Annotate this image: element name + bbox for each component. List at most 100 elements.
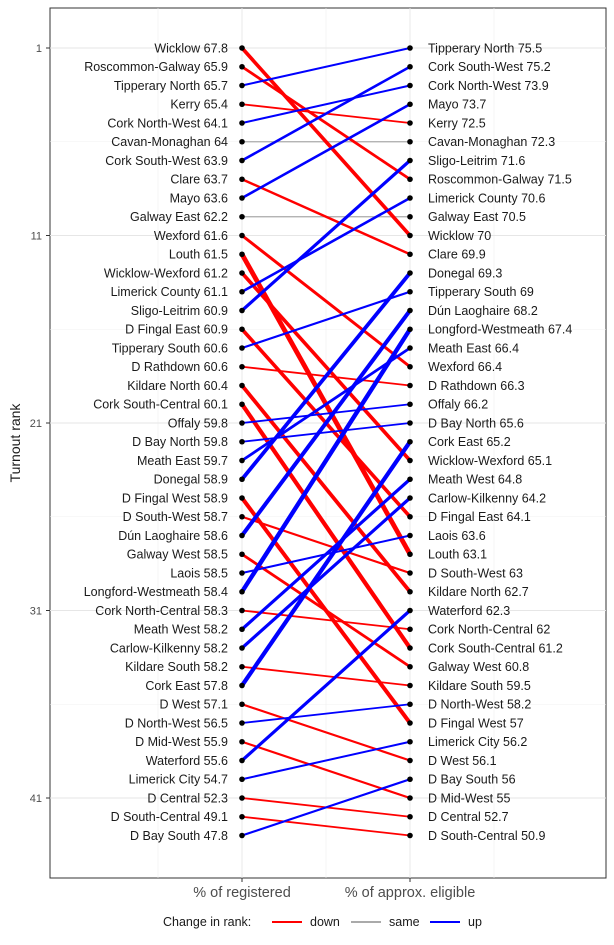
label-right: Limerick City 56.2 <box>428 735 527 749</box>
label-left: Limerick County 61.1 <box>111 285 228 299</box>
y-tick-label: 31 <box>30 606 42 618</box>
label-right: Meath East 66.4 <box>428 341 519 355</box>
label-left: Cork South-West 63.9 <box>105 154 228 168</box>
point-left <box>239 813 245 820</box>
label-right: Offaly 66.2 <box>428 398 488 412</box>
label-left: Clare 63.7 <box>170 173 228 187</box>
point-right <box>407 701 413 708</box>
label-left: D North-West 56.5 <box>125 716 228 730</box>
slope-labels: Wicklow 67.8 Roscommon-Galway 65.9 Tippera… <box>84 41 573 843</box>
legend-label-up: up <box>468 915 482 929</box>
point-left <box>239 588 245 595</box>
slope-line-up <box>241 196 411 293</box>
label-right: D Bay North 65.6 <box>428 416 524 430</box>
label-left: Roscommon-Galway 65.9 <box>84 60 228 74</box>
point-right <box>407 45 413 51</box>
point-left <box>239 701 245 708</box>
point-right <box>407 588 413 595</box>
point-right <box>407 195 413 201</box>
legend-title: Change in rank: <box>163 915 251 929</box>
label-right: Cavan-Monaghan 72.3 <box>428 135 555 149</box>
label-right: D South-Central 50.9 <box>428 829 545 843</box>
point-left <box>239 420 245 426</box>
label-right: Cork East 65.2 <box>428 435 511 449</box>
label-left: Wicklow-Wexford 61.2 <box>104 266 228 280</box>
slope-lines <box>239 46 413 837</box>
label-right: D Mid-West 55 <box>428 791 510 805</box>
point-right <box>407 120 413 126</box>
point-left <box>239 251 245 258</box>
label-right: Mayo 73.7 <box>428 98 486 112</box>
label-right: D Rathdown 66.3 <box>428 379 525 393</box>
point-right <box>407 382 413 389</box>
point-right <box>407 270 413 276</box>
label-right: Galway East 70.5 <box>428 210 526 224</box>
legend: Change in rank: down same up <box>163 915 482 929</box>
label-right: Kildare South 59.5 <box>428 679 531 693</box>
point-right <box>407 63 413 70</box>
slope-line-up <box>240 328 412 593</box>
label-right: Louth 63.1 <box>428 548 487 562</box>
point-right <box>407 420 413 426</box>
label-left: Sligo-Leitrim 60.9 <box>131 304 228 318</box>
point-left <box>239 795 245 801</box>
point-right <box>407 551 413 558</box>
slope-line-up <box>240 309 412 537</box>
point-left <box>239 438 245 445</box>
label-left: D Central 52.3 <box>147 791 228 805</box>
slope-line-down <box>241 553 411 668</box>
point-left <box>239 757 245 764</box>
slope-line-down <box>241 609 411 631</box>
slope-line-down <box>241 815 411 837</box>
label-right: Waterford 62.3 <box>428 604 510 618</box>
label-left: D Rathdown 60.6 <box>131 360 228 374</box>
label-right: Wicklow-Wexford 65.1 <box>428 454 552 468</box>
point-left <box>239 120 245 126</box>
x-category-label: % of registered <box>193 885 291 901</box>
slope-line-down <box>241 515 411 575</box>
x-axis-categories: % of registered % of approx. eligible <box>193 878 475 901</box>
label-left: D Fingal West 58.9 <box>122 491 228 505</box>
point-right <box>407 176 413 183</box>
label-left: Kildare South 58.2 <box>125 660 228 674</box>
point-right <box>407 813 413 820</box>
label-left: Donegal 58.9 <box>154 473 228 487</box>
slope-line-up <box>240 159 412 312</box>
point-right <box>407 532 413 539</box>
point-right <box>407 82 413 89</box>
point-left <box>239 551 245 558</box>
point-left <box>239 157 245 164</box>
slope-line-up <box>240 440 412 687</box>
slope-line-up <box>241 778 411 837</box>
slope-line-up <box>241 422 411 443</box>
label-right: Cork North-West 73.9 <box>428 79 549 93</box>
label-left: D Fingal East 60.9 <box>125 323 228 337</box>
label-right: D Fingal West 57 <box>428 716 524 730</box>
point-right <box>407 663 413 670</box>
label-left: Galway West 58.5 <box>127 548 228 562</box>
point-left <box>239 176 245 183</box>
point-left <box>239 476 245 483</box>
point-left <box>239 138 245 145</box>
point-right <box>407 513 413 520</box>
label-right: Tipperary North 75.5 <box>428 41 542 55</box>
label-left: Wexford 61.6 <box>154 229 228 243</box>
slope-line-up <box>240 496 412 650</box>
label-right: Laois 63.6 <box>428 529 486 543</box>
label-right: Donegal 69.3 <box>428 266 502 280</box>
label-left: Limerick City 54.7 <box>129 773 228 787</box>
point-left <box>239 232 245 239</box>
point-left <box>239 213 245 220</box>
label-left: D South-West 58.7 <box>123 510 228 524</box>
point-left <box>239 101 245 108</box>
point-left <box>239 626 245 633</box>
label-left: Dún Laoghaire 58.6 <box>118 529 228 543</box>
point-right <box>407 832 413 839</box>
label-right: Roscommon-Galway 71.5 <box>428 173 572 187</box>
point-right <box>407 438 413 445</box>
slope-points <box>239 45 413 839</box>
label-left: D Bay North 59.8 <box>132 435 228 449</box>
legend-label-down: down <box>310 915 340 929</box>
slope-line-up <box>241 740 411 781</box>
point-right <box>407 795 413 801</box>
